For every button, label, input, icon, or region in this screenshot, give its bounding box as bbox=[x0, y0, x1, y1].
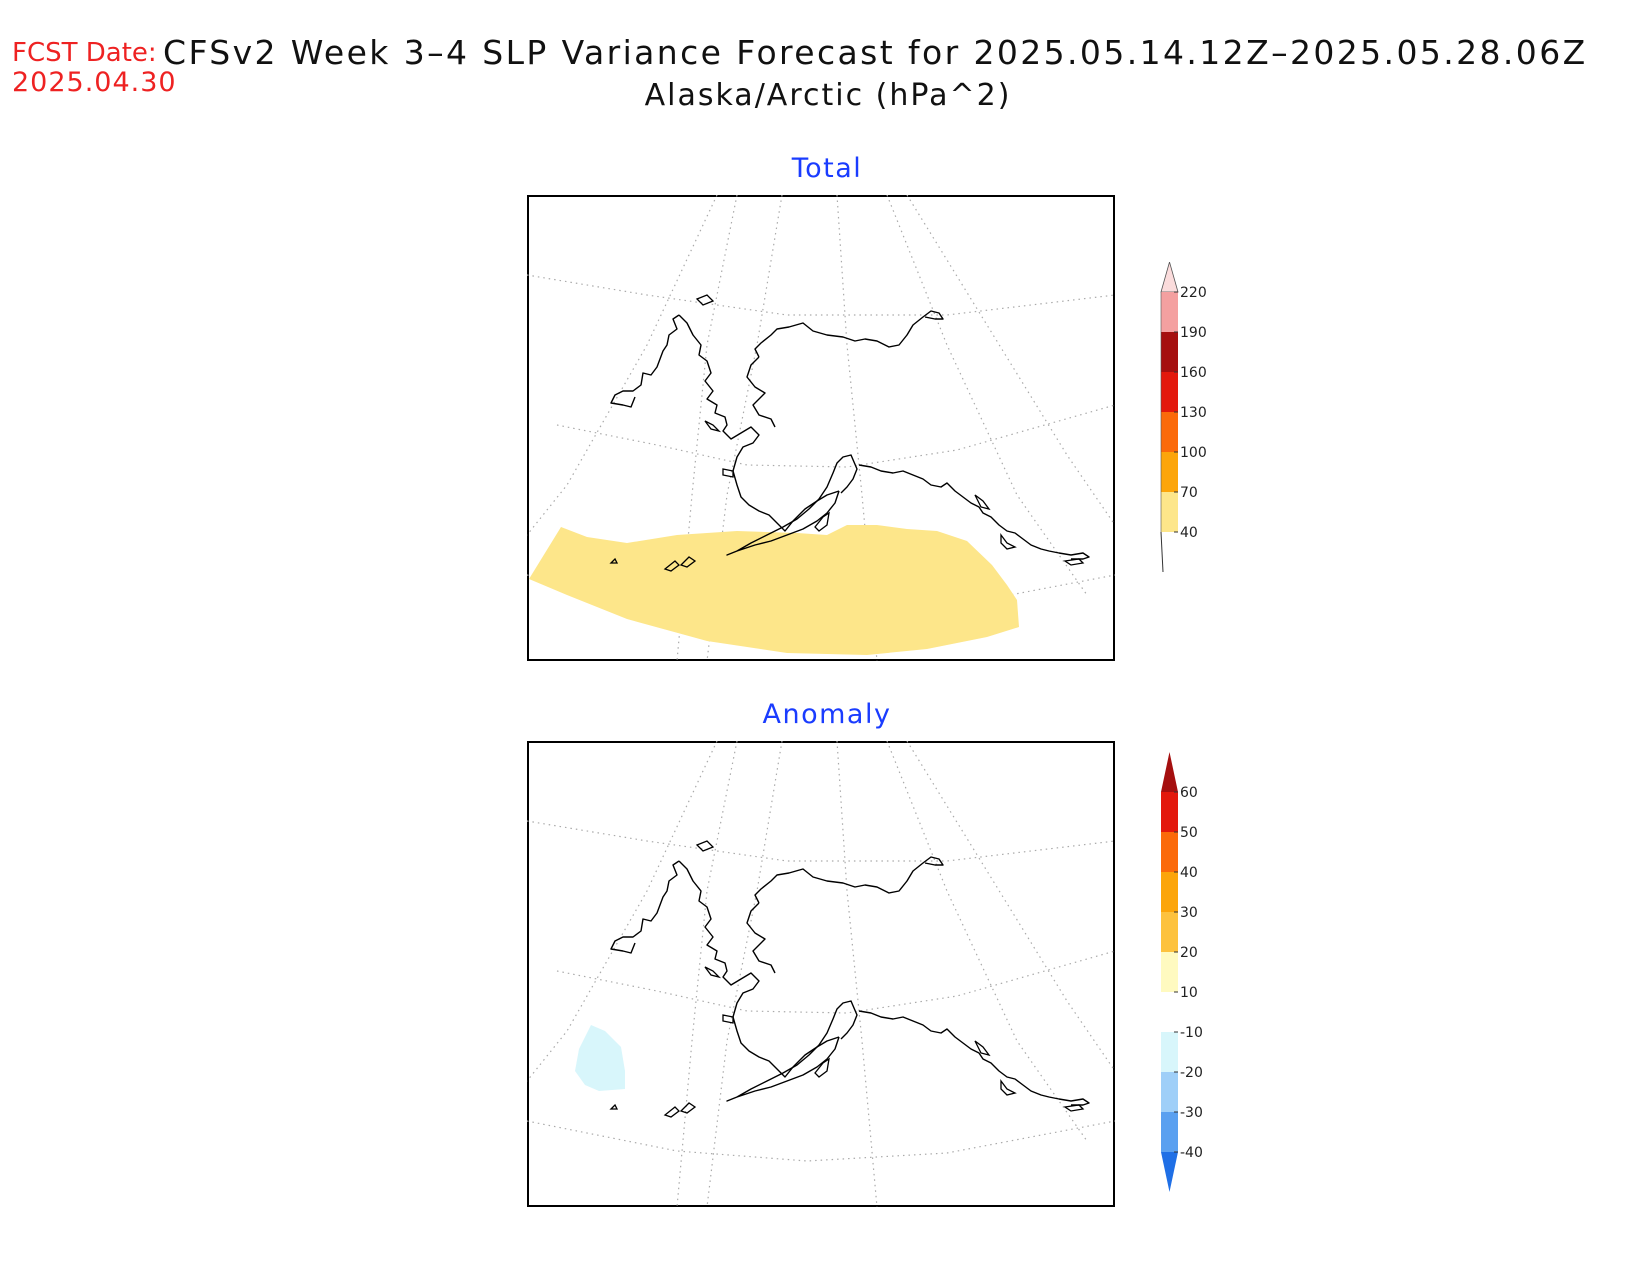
colorbar-tick-label: 40 bbox=[1180, 865, 1198, 881]
panel-title-anomaly: Anomaly bbox=[762, 699, 892, 730]
graticule-line bbox=[906, 741, 1115, 1072]
coastline-segment bbox=[746, 356, 776, 428]
map-total bbox=[527, 195, 1115, 661]
colorbar-bin bbox=[1161, 1032, 1178, 1072]
colorbar-bin bbox=[1161, 992, 1178, 1032]
graticule bbox=[527, 741, 1115, 1207]
colorbar-tick-label: 70 bbox=[1180, 485, 1198, 501]
colorbar-tick-label: 60 bbox=[1180, 785, 1198, 801]
sub-title-text: Alaska/Arctic (hPa^2) bbox=[644, 78, 1012, 113]
graticule-line bbox=[527, 820, 1115, 862]
sub-title: Alaska/Arctic (hPa^2) bbox=[0, 77, 1650, 115]
map-frame bbox=[527, 741, 1115, 1207]
island bbox=[609, 1103, 619, 1110]
colorbar-bin bbox=[1161, 452, 1178, 492]
colorbar-total: 40 70 100 130 160 190 220 bbox=[1160, 262, 1207, 573]
colorbar-tick-label: 100 bbox=[1180, 445, 1207, 461]
island bbox=[722, 1014, 734, 1024]
coastline-segment bbox=[726, 1000, 858, 1102]
colorbar-bin bbox=[1161, 492, 1178, 532]
island bbox=[1063, 1104, 1085, 1112]
colorbar-bin bbox=[1161, 292, 1178, 332]
island bbox=[609, 557, 619, 564]
shaded-region-40-70 bbox=[529, 525, 1019, 655]
colorbar-tick-label: 40 bbox=[1180, 525, 1198, 541]
graticule-line bbox=[527, 274, 1115, 316]
colorbar-bin bbox=[1161, 412, 1178, 452]
colorbar-bin bbox=[1161, 792, 1178, 832]
island bbox=[722, 468, 734, 478]
colorbar-cap-low bbox=[1160, 531, 1164, 573]
island bbox=[695, 840, 715, 852]
colorbar-bin bbox=[1161, 332, 1178, 372]
colorbar-bin bbox=[1161, 832, 1178, 872]
colorbar-tick-label: 10 bbox=[1180, 985, 1198, 1001]
graticule-line bbox=[836, 195, 878, 661]
island bbox=[679, 1102, 697, 1114]
coastline bbox=[609, 294, 1090, 572]
colorbar-bin bbox=[1161, 912, 1178, 952]
graticule-line bbox=[527, 195, 718, 536]
island bbox=[974, 1040, 991, 1057]
colorbar-tick-label: 30 bbox=[1180, 905, 1198, 921]
colorbar-tick-label: 160 bbox=[1180, 365, 1207, 381]
shaded-regions bbox=[529, 525, 1019, 655]
coastline-segment bbox=[726, 454, 858, 556]
colorbar-tick-label: 130 bbox=[1180, 405, 1207, 421]
coastline-segment bbox=[746, 902, 776, 974]
island bbox=[695, 294, 715, 306]
island bbox=[1063, 558, 1085, 566]
island bbox=[704, 420, 722, 433]
graticule bbox=[527, 195, 1115, 661]
coastline-segment bbox=[610, 860, 680, 954]
coastline-segment bbox=[754, 310, 944, 358]
island bbox=[663, 1106, 680, 1118]
colorbar-tick-label: -40 bbox=[1180, 1145, 1203, 1161]
colorbar-tick-label: -30 bbox=[1180, 1105, 1203, 1121]
colorbar-bin bbox=[1161, 372, 1178, 412]
colorbar-tick-label: 220 bbox=[1180, 285, 1207, 301]
coastline-segment bbox=[858, 1010, 1090, 1106]
shaded-regions bbox=[575, 1025, 625, 1091]
graticule-line bbox=[527, 741, 718, 1082]
graticule-line bbox=[906, 195, 1115, 526]
colorbar-cap-high bbox=[1161, 752, 1178, 792]
coastline-segment bbox=[678, 860, 840, 1078]
graticule-line bbox=[836, 741, 878, 1207]
fcst-date-value: 2025.04.30 bbox=[12, 67, 177, 98]
island bbox=[1000, 533, 1017, 550]
colorbar-bin bbox=[1161, 872, 1178, 912]
island bbox=[814, 511, 830, 532]
colorbar-tick-label: -20 bbox=[1180, 1065, 1203, 1081]
coastline-segment bbox=[678, 314, 840, 532]
coastline-segment bbox=[858, 464, 1090, 560]
coastline-segment bbox=[754, 856, 944, 904]
colorbar-cap-low bbox=[1161, 1152, 1178, 1192]
island bbox=[679, 556, 697, 568]
colorbar-bin bbox=[1161, 952, 1178, 992]
colorbar-anomaly: -40 -30 -20 -10 10 20 30 40 50 60 bbox=[1161, 752, 1203, 1192]
colorbar-tick-label: 20 bbox=[1180, 945, 1198, 961]
shaded-region-minus20-minus10 bbox=[575, 1025, 625, 1091]
coastline-segment bbox=[610, 314, 680, 408]
island bbox=[704, 966, 722, 979]
island bbox=[663, 560, 680, 572]
colorbar-tick-label: 190 bbox=[1180, 325, 1207, 341]
main-title: CFSv2 Week 3–4 SLP Variance Forecast for… bbox=[163, 33, 1588, 72]
colorbar-tick-label: -10 bbox=[1180, 1025, 1203, 1041]
colorbar-bin bbox=[1161, 1072, 1178, 1112]
panel-title-total: Total bbox=[791, 153, 863, 184]
colorbar-bin bbox=[1161, 1112, 1178, 1152]
coastline bbox=[609, 840, 1090, 1118]
colorbar-tick-label: 50 bbox=[1180, 825, 1198, 841]
map-anomaly bbox=[527, 741, 1115, 1207]
island bbox=[814, 1057, 830, 1078]
colorbar-cap-high bbox=[1160, 262, 1179, 293]
fcst-date-label: FCST Date: bbox=[12, 38, 157, 68]
island bbox=[1000, 1079, 1017, 1096]
island bbox=[974, 494, 991, 511]
